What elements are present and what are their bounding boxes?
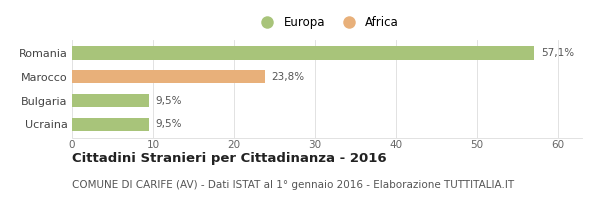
Bar (72, 118, 149, 131)
Text: COMUNE DI CARIFE (AV) - Dati ISTAT al 1° gennaio 2016 - Elaborazione TUTTITALIA.: COMUNE DI CARIFE (AV) - Dati ISTAT al 1°… (72, 180, 514, 190)
Text: 9,5%: 9,5% (155, 96, 182, 106)
Bar (72, 94, 149, 107)
Bar (72, 70, 265, 83)
Text: 23,8%: 23,8% (271, 72, 304, 82)
Text: Cittadini Stranieri per Cittadinanza - 2016: Cittadini Stranieri per Cittadinanza - 2… (72, 152, 386, 165)
Legend: Europa, Africa: Europa, Africa (255, 16, 399, 29)
Bar (72, 46, 534, 60)
Text: 9,5%: 9,5% (155, 119, 182, 129)
Text: 57,1%: 57,1% (541, 48, 574, 58)
